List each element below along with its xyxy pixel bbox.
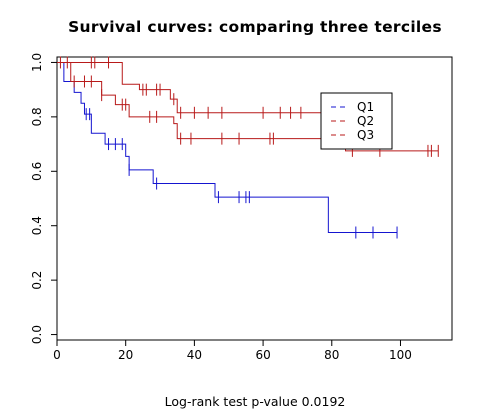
y-tick-label: 0.2 — [30, 271, 44, 290]
x-tick-label: 80 — [324, 348, 339, 362]
chart-title: Survival curves: comparing three tercile… — [68, 18, 442, 36]
y-tick-label: 0.8 — [30, 107, 44, 126]
x-tick-label: 40 — [187, 348, 202, 362]
legend-label-q2: Q2 — [357, 114, 374, 128]
y-tick-label: 1.0 — [30, 53, 44, 72]
y-tick-label: 0.6 — [30, 162, 44, 181]
legend-label-q1: Q1 — [357, 100, 374, 114]
x-tick-label: 100 — [389, 348, 412, 362]
x-tick-label: 20 — [118, 348, 133, 362]
x-tick-label: 60 — [255, 348, 270, 362]
plot-frame — [56, 56, 453, 341]
y-tick-label: 0.0 — [30, 325, 44, 344]
x-tick-label: 0 — [53, 348, 61, 362]
logrank-pvalue: Log-rank test p-value 0.0192 — [164, 394, 346, 409]
axes: 0 20 40 60 80 100 0.0 0.2 0.4 0.6 0.8 1.0 — [30, 53, 453, 362]
series-line-q1 — [57, 61, 398, 234]
series-line-q2 — [57, 61, 329, 114]
y-tick-label: 0.4 — [30, 216, 44, 235]
legend-label-q3: Q3 — [357, 128, 374, 142]
